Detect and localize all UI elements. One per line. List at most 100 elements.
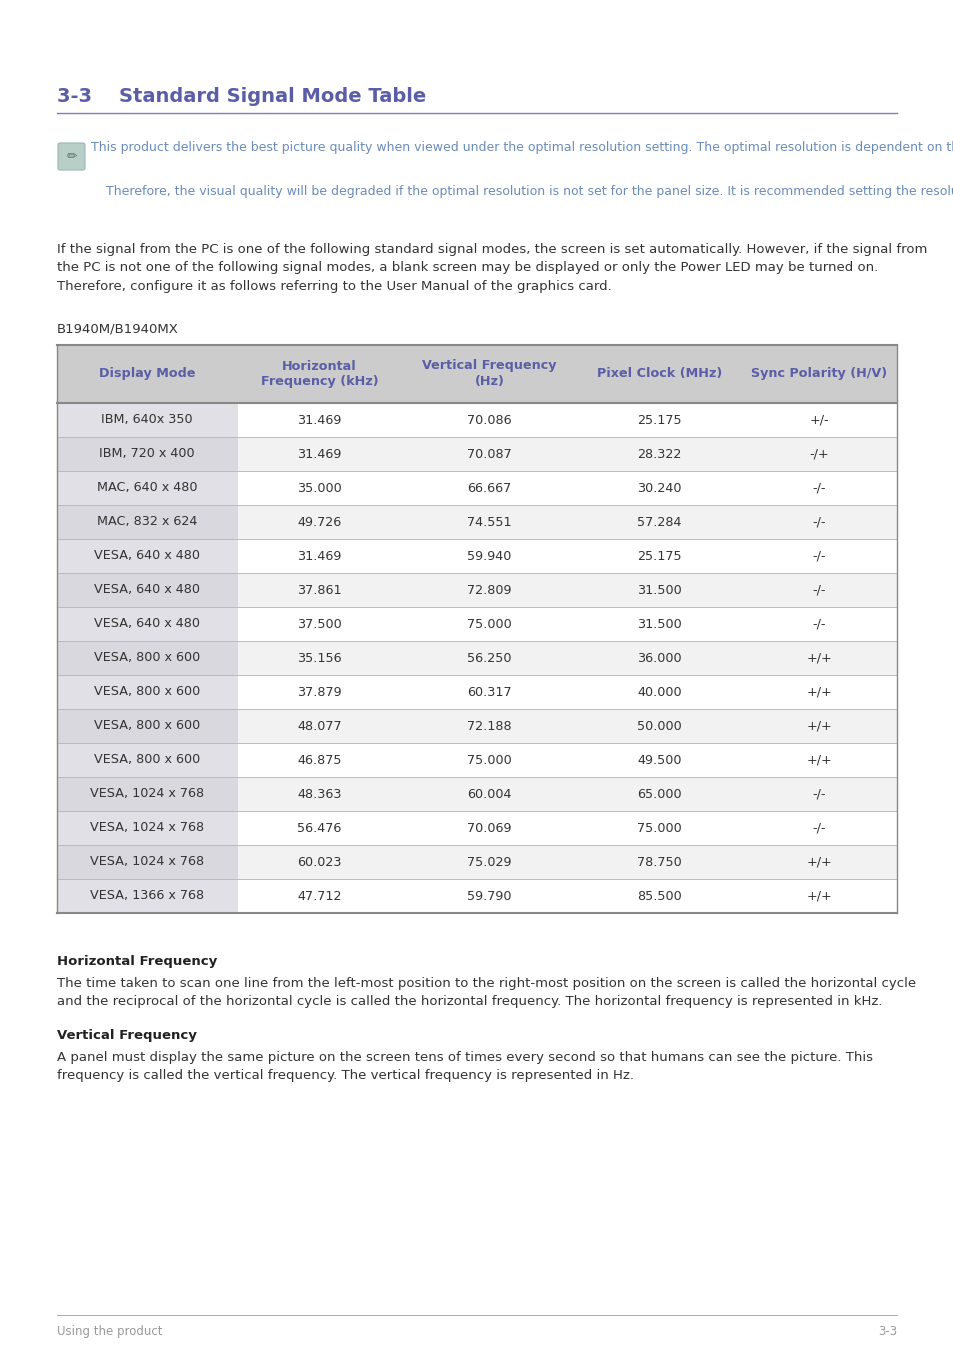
Text: MAC, 832 x 624: MAC, 832 x 624 xyxy=(97,516,197,528)
Text: 60.004: 60.004 xyxy=(467,787,512,801)
Text: 31.469: 31.469 xyxy=(297,413,341,427)
Bar xyxy=(57,641,237,675)
Text: +/+: +/+ xyxy=(805,686,831,698)
Text: 72.809: 72.809 xyxy=(467,583,512,597)
Text: IBM, 720 x 400: IBM, 720 x 400 xyxy=(99,447,195,460)
Text: 50.000: 50.000 xyxy=(637,720,681,733)
Text: -/-: -/- xyxy=(812,617,825,630)
Text: 48.077: 48.077 xyxy=(297,720,341,733)
Text: +/+: +/+ xyxy=(805,652,831,664)
Text: 31.500: 31.500 xyxy=(637,617,681,630)
Text: +/+: +/+ xyxy=(805,890,831,903)
Text: 48.363: 48.363 xyxy=(297,787,341,801)
Bar xyxy=(57,346,896,404)
Text: 56.476: 56.476 xyxy=(297,822,341,834)
Text: VESA, 800 x 600: VESA, 800 x 600 xyxy=(94,652,200,664)
Text: 75.029: 75.029 xyxy=(467,856,512,868)
Text: -/-: -/- xyxy=(812,516,825,528)
Text: MAC, 640 x 480: MAC, 640 x 480 xyxy=(97,482,197,494)
Text: -/-: -/- xyxy=(812,822,825,834)
Text: ✏: ✏ xyxy=(66,150,76,163)
Bar xyxy=(57,608,237,641)
Text: Vertical Frequency: Vertical Frequency xyxy=(57,1029,196,1042)
Bar xyxy=(57,505,237,539)
Text: Sync Polarity (H/V): Sync Polarity (H/V) xyxy=(750,367,886,381)
Text: 37.500: 37.500 xyxy=(296,617,341,630)
Text: Horizontal
Frequency (kHz): Horizontal Frequency (kHz) xyxy=(260,359,378,389)
Bar xyxy=(57,437,896,471)
Bar xyxy=(57,572,896,608)
Text: 30.240: 30.240 xyxy=(637,482,681,494)
Bar xyxy=(57,404,237,437)
Text: Horizontal Frequency: Horizontal Frequency xyxy=(57,954,217,968)
Text: VESA, 800 x 600: VESA, 800 x 600 xyxy=(94,686,200,698)
Bar xyxy=(57,709,896,742)
Text: 75.000: 75.000 xyxy=(467,753,512,767)
Text: Vertical Frequency
(Hz): Vertical Frequency (Hz) xyxy=(422,359,557,389)
Text: 31.500: 31.500 xyxy=(637,583,681,597)
Text: 35.156: 35.156 xyxy=(297,652,341,664)
Bar xyxy=(57,845,896,879)
Text: VESA, 800 x 600: VESA, 800 x 600 xyxy=(94,753,200,767)
Text: 65.000: 65.000 xyxy=(637,787,681,801)
Text: A panel must display the same picture on the screen tens of times every second s: A panel must display the same picture on… xyxy=(57,1052,872,1083)
Text: If the signal from the PC is one of the following standard signal modes, the scr: If the signal from the PC is one of the … xyxy=(57,243,926,293)
Text: 35.000: 35.000 xyxy=(296,482,341,494)
Bar xyxy=(57,879,237,913)
Text: 75.000: 75.000 xyxy=(467,617,512,630)
Text: -/-: -/- xyxy=(812,549,825,563)
Bar xyxy=(57,709,237,742)
Text: The time taken to scan one line from the left-most position to the right-most po: The time taken to scan one line from the… xyxy=(57,977,915,1008)
Text: +/+: +/+ xyxy=(805,720,831,733)
Text: 28.322: 28.322 xyxy=(637,447,681,460)
Text: 40.000: 40.000 xyxy=(637,686,681,698)
Bar xyxy=(57,505,896,539)
Text: 31.469: 31.469 xyxy=(297,447,341,460)
Text: 56.250: 56.250 xyxy=(467,652,512,664)
Text: 3-3: 3-3 xyxy=(877,1324,896,1338)
Text: VESA, 1366 x 768: VESA, 1366 x 768 xyxy=(91,890,204,903)
Text: 59.790: 59.790 xyxy=(467,890,512,903)
Text: IBM, 640x 350: IBM, 640x 350 xyxy=(101,413,193,427)
Text: 70.069: 70.069 xyxy=(467,822,512,834)
Text: -/-: -/- xyxy=(812,482,825,494)
Bar xyxy=(57,743,237,778)
Bar xyxy=(57,778,896,811)
Text: 60.023: 60.023 xyxy=(297,856,341,868)
Text: 47.712: 47.712 xyxy=(297,890,341,903)
Text: 70.086: 70.086 xyxy=(467,413,512,427)
Text: 36.000: 36.000 xyxy=(637,652,681,664)
Text: VESA, 1024 x 768: VESA, 1024 x 768 xyxy=(91,787,204,801)
Text: 25.175: 25.175 xyxy=(637,549,681,563)
Text: VESA, 640 x 480: VESA, 640 x 480 xyxy=(94,549,200,563)
Bar xyxy=(57,845,237,879)
Bar xyxy=(57,811,237,845)
Text: 74.551: 74.551 xyxy=(467,516,512,528)
Text: VESA, 1024 x 768: VESA, 1024 x 768 xyxy=(91,856,204,868)
Text: 37.879: 37.879 xyxy=(297,686,341,698)
Bar xyxy=(57,437,237,471)
Bar xyxy=(57,675,237,709)
Text: Therefore, the visual quality will be degraded if the optimal resolution is not : Therefore, the visual quality will be de… xyxy=(106,185,953,198)
Text: +/-: +/- xyxy=(809,413,828,427)
Text: -/-: -/- xyxy=(812,787,825,801)
Text: 31.469: 31.469 xyxy=(297,549,341,563)
Bar xyxy=(57,471,237,505)
Bar xyxy=(57,778,237,811)
Text: 60.317: 60.317 xyxy=(467,686,512,698)
Bar xyxy=(57,641,896,675)
Text: 49.500: 49.500 xyxy=(637,753,681,767)
Bar xyxy=(57,539,237,572)
Bar xyxy=(57,572,237,608)
Text: VESA, 640 x 480: VESA, 640 x 480 xyxy=(94,583,200,597)
Text: 49.726: 49.726 xyxy=(297,516,341,528)
Text: 66.667: 66.667 xyxy=(467,482,511,494)
Text: 75.000: 75.000 xyxy=(637,822,681,834)
Text: This product delivers the best picture quality when viewed under the optimal res: This product delivers the best picture q… xyxy=(91,140,953,154)
Text: 70.087: 70.087 xyxy=(467,447,512,460)
Text: 57.284: 57.284 xyxy=(637,516,681,528)
Text: -/-: -/- xyxy=(812,583,825,597)
Text: VESA, 640 x 480: VESA, 640 x 480 xyxy=(94,617,200,630)
Text: Display Mode: Display Mode xyxy=(99,367,195,381)
Text: 3-3    Standard Signal Mode Table: 3-3 Standard Signal Mode Table xyxy=(57,86,426,107)
